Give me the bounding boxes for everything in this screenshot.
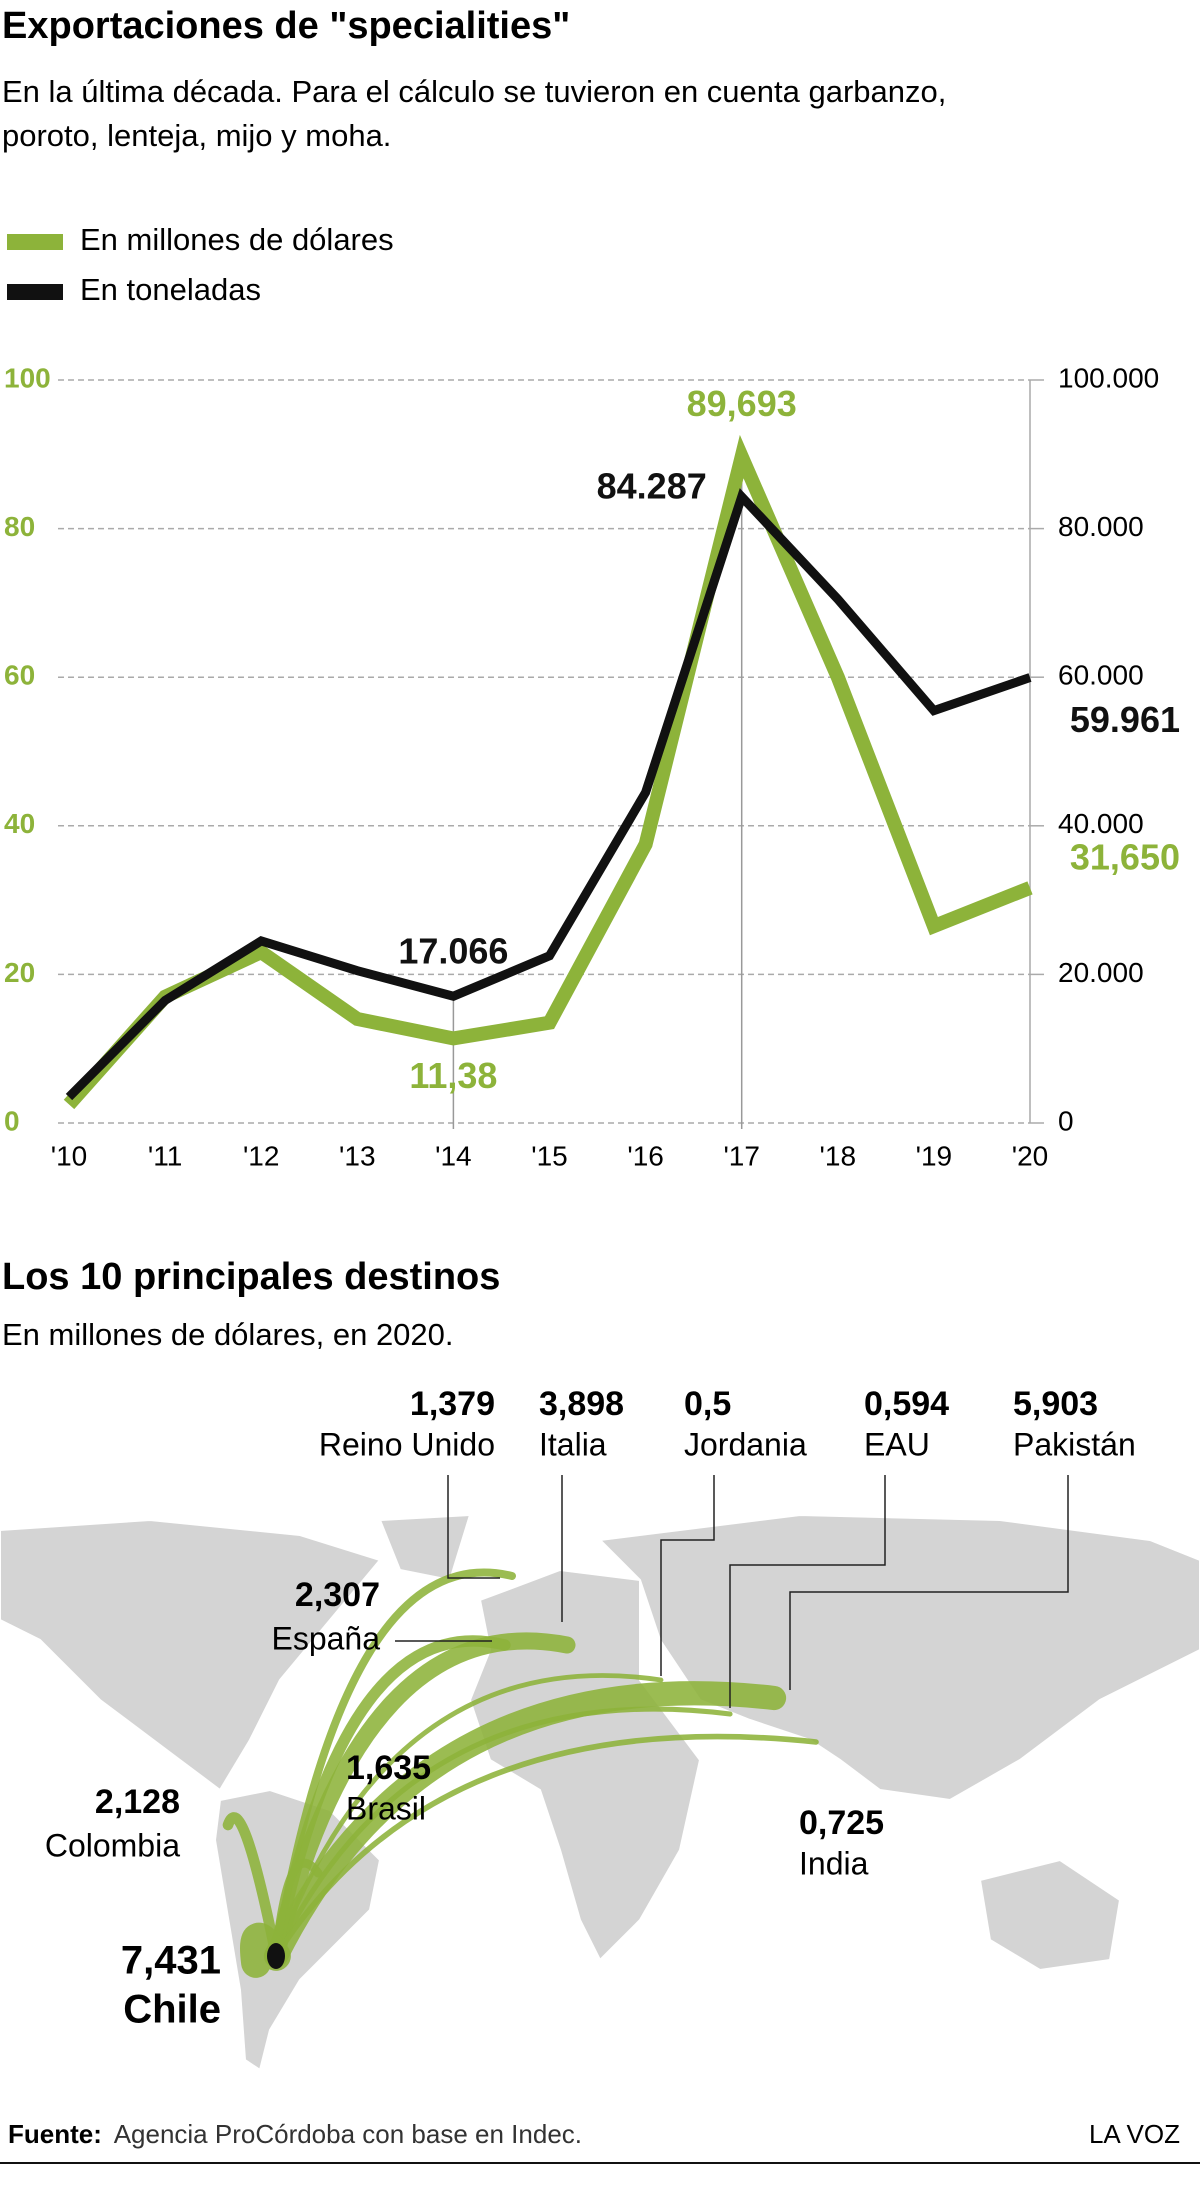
destination-name: India [799, 1845, 869, 1881]
leader-line [729, 1475, 886, 1708]
value-label: 59.961 [1070, 699, 1180, 740]
y2-tick-label: 40.000 [1058, 808, 1144, 839]
brand: LA VOZ [1089, 2119, 1180, 2149]
destination-value: 5,903 [1013, 1385, 1098, 1423]
value-label: 84.287 [597, 465, 707, 506]
flow-arrow [271, 1858, 323, 1961]
x-tick-label: '15 [531, 1140, 568, 1171]
x-tick-label: '12 [243, 1140, 280, 1171]
y-tick-label: 100 [4, 362, 51, 393]
x-tick-label: '19 [916, 1140, 953, 1171]
destination-value: 2,307 [295, 1576, 380, 1614]
destination-name: Pakistán [1013, 1426, 1136, 1462]
legend-swatch [7, 284, 63, 300]
source-text: Agencia ProCórdoba con base en Indec. [114, 2119, 582, 2149]
leader-line [789, 1475, 1069, 1690]
chart-title: Exportaciones de "specialities" [2, 5, 570, 47]
x-tick-label: '13 [339, 1140, 376, 1171]
leader-line [660, 1475, 715, 1676]
destination-name: Reino Unido [319, 1426, 495, 1462]
y2-tick-label: 80.000 [1058, 511, 1144, 542]
x-tick-label: '11 [148, 1140, 182, 1171]
y2-tick-label: 20.000 [1058, 957, 1144, 988]
x-tick-label: '16 [627, 1140, 664, 1171]
legend-label: En toneladas [80, 272, 261, 307]
flow-arrow [263, 1681, 787, 1969]
value-label: 17.066 [398, 931, 508, 972]
asia [597, 1513, 1200, 1802]
x-tick-label: '20 [1012, 1140, 1049, 1171]
legend-swatch [7, 234, 63, 250]
chart-subtitle: poroto, lenteja, mijo y moha. [2, 118, 391, 153]
y2-tick-label: 0 [1058, 1105, 1074, 1136]
x-tick-label: '17 [723, 1140, 760, 1171]
y2-tick-label: 100.000 [1058, 362, 1159, 393]
destination-value: 0,725 [799, 1804, 884, 1842]
x-tick-label: '18 [820, 1140, 857, 1171]
value-label: 89,693 [687, 383, 797, 424]
destination-value: 1,379 [410, 1385, 495, 1423]
chart-subtitle: En la última década. Para el cálculo se … [2, 74, 946, 109]
destination-value: 1,635 [346, 1749, 431, 1787]
y-tick-label: 20 [4, 957, 35, 988]
value-label: 11,38 [409, 1055, 497, 1096]
y-tick-label: 0 [4, 1105, 20, 1136]
series-line [65, 488, 1032, 1101]
y2-tick-label: 60.000 [1058, 660, 1144, 691]
y-tick-label: 40 [4, 808, 35, 839]
flow-arrow [222, 1812, 282, 1962]
source-label: Fuente: [8, 2119, 102, 2149]
value-label: 31,650 [1070, 836, 1180, 877]
destination-name: Italia [539, 1426, 607, 1462]
destination-name: Jordania [684, 1426, 807, 1462]
legend-label: En millones de dólares [80, 222, 394, 257]
leader-line [447, 1475, 500, 1579]
destination-name: Brasil [346, 1790, 426, 1826]
australia [978, 1858, 1122, 1972]
footer-source: Fuente: Agencia ProCórdoba con base en I… [8, 2119, 582, 2149]
map-subtitle: En millones de dólares, en 2020. [2, 1317, 454, 1352]
origin-cordoba [267, 1943, 285, 1969]
greenland [378, 1513, 472, 1582]
destination-name: EAU [864, 1426, 930, 1462]
north-america [0, 1518, 382, 1792]
destination-name: España [271, 1620, 380, 1656]
y-tick-label: 60 [4, 660, 35, 691]
destination-value: 2,128 [95, 1783, 180, 1821]
destination-name: Colombia [45, 1827, 180, 1863]
map-title: Los 10 principales destinos [2, 1256, 500, 1298]
series-line [63, 434, 1033, 1110]
destination-value: 7,431 [121, 1939, 221, 1983]
destination-value: 0,5 [684, 1385, 731, 1423]
europe-africa [468, 1568, 702, 1962]
destination-value: 3,898 [539, 1385, 624, 1423]
destination-name: Chile [123, 1988, 221, 2032]
destination-value: 0,594 [864, 1385, 949, 1423]
x-tick-label: '14 [435, 1140, 472, 1171]
x-tick-label: '10 [51, 1140, 88, 1171]
flow-arrow [273, 1733, 819, 1959]
y-tick-label: 80 [4, 511, 35, 542]
